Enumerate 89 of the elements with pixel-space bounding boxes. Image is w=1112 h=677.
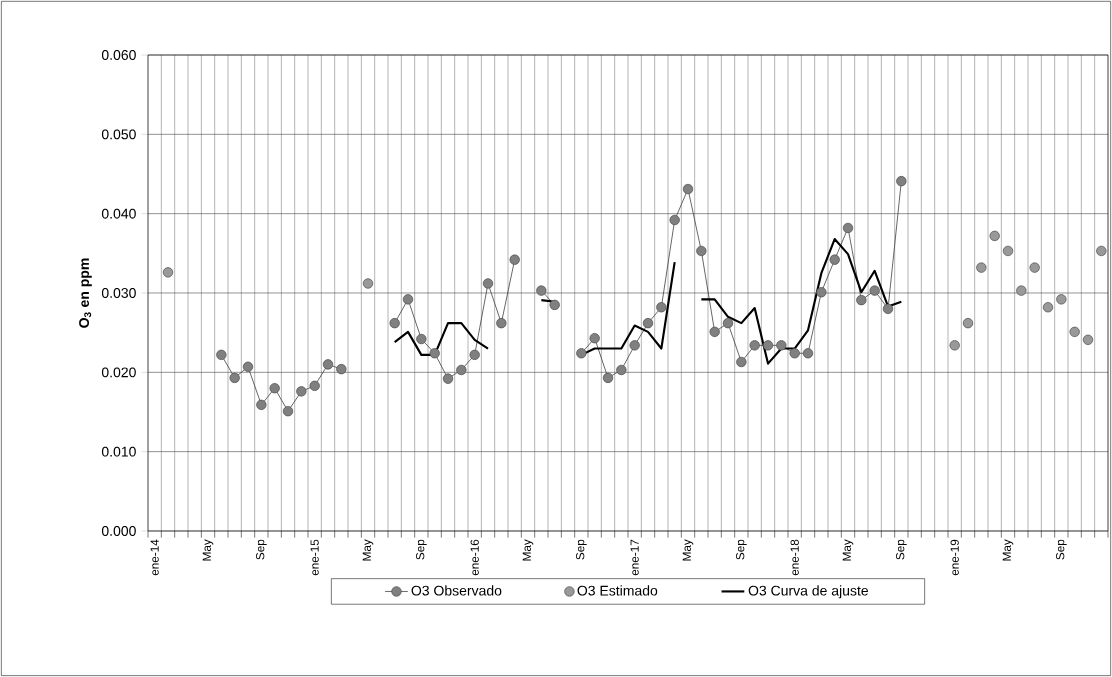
- point: [482, 278, 494, 289]
- y-tick-label: 0.010: [101, 446, 136, 457]
- point: [456, 364, 467, 376]
- point: [442, 373, 454, 384]
- point: [309, 380, 320, 391]
- point: [722, 318, 734, 329]
- x-tick-label: Sep: [736, 539, 747, 560]
- x-tick-label: May: [362, 539, 374, 561]
- point: [549, 299, 560, 311]
- point: [536, 285, 547, 296]
- point: [269, 383, 280, 394]
- point: [469, 349, 480, 361]
- x-tick-label: May: [682, 539, 694, 561]
- y-tick-label: 0.000: [101, 526, 136, 536]
- point: [709, 326, 720, 337]
- y-tick-label: 0.050: [101, 129, 136, 140]
- legend-label: O3 Observado: [411, 585, 502, 596]
- point: [242, 361, 254, 372]
- x-tick-label: Sep: [576, 539, 587, 560]
- x-tick-label: ene-19: [950, 539, 959, 576]
- point: [629, 340, 640, 351]
- x-tick-label: May: [522, 539, 534, 561]
- point: [896, 176, 907, 187]
- x-tick-label: ene-17: [630, 539, 639, 576]
- point: [789, 348, 800, 359]
- point: [282, 406, 294, 417]
- point: [749, 340, 760, 351]
- point: [429, 348, 440, 359]
- point: [1042, 302, 1054, 313]
- point: [682, 183, 694, 195]
- point: [656, 302, 667, 313]
- point: [842, 222, 854, 234]
- point: [256, 399, 267, 410]
- point: [1082, 334, 1094, 345]
- point: [882, 303, 894, 314]
- point: [216, 349, 227, 361]
- point: [696, 245, 707, 257]
- point: [589, 333, 600, 344]
- legend-label: O3 Estimado: [577, 585, 658, 596]
- point: [1029, 262, 1040, 273]
- point: [402, 294, 414, 305]
- x-tick-label: May: [842, 539, 854, 561]
- point: [869, 285, 880, 296]
- legend-label: O3 Curva de ajuste: [748, 585, 868, 599]
- point: [416, 333, 427, 345]
- x-tick-label: Sep: [256, 539, 267, 560]
- y-tick-label: 0.040: [101, 208, 136, 219]
- point: [229, 372, 240, 384]
- x-tick-label: Sep: [416, 539, 427, 560]
- point: [509, 254, 520, 265]
- x-tick-label: ene-18: [790, 539, 799, 576]
- x-tick-label: Sep: [1056, 539, 1067, 560]
- point: [576, 348, 587, 359]
- point: [802, 348, 814, 359]
- point: [949, 340, 960, 351]
- point: [296, 386, 307, 397]
- point: [362, 278, 374, 289]
- x-tick-label: Sep: [896, 539, 907, 560]
- point: [829, 254, 840, 265]
- x-tick-label: May: [1002, 539, 1014, 561]
- x-tick-label: ene-16: [470, 539, 479, 576]
- y-tick-label: 0.030: [101, 288, 136, 298]
- point: [616, 364, 627, 376]
- y-tick-label: 0.020: [101, 367, 136, 378]
- point: [496, 318, 507, 329]
- point: [1016, 285, 1027, 296]
- point: [602, 372, 614, 384]
- point: [162, 267, 174, 278]
- point: [389, 318, 400, 329]
- y-tick-label: 0.060: [101, 50, 136, 60]
- point: [322, 359, 334, 370]
- point: [762, 340, 774, 351]
- point: [816, 287, 827, 298]
- point: [642, 318, 654, 329]
- point: [856, 294, 867, 306]
- point: [962, 318, 974, 329]
- y-axis-title: O$_{3}$ en ppm: [79, 258, 92, 328]
- point: [1056, 294, 1067, 305]
- x-tick-label: May: [202, 539, 214, 561]
- x-tick-label: ene-14: [150, 539, 159, 576]
- point: [976, 262, 987, 273]
- point: [1069, 326, 1080, 337]
- point: [989, 230, 1000, 242]
- point: [336, 364, 347, 375]
- point: [776, 340, 787, 351]
- point: [736, 356, 747, 368]
- point: [1002, 245, 1014, 257]
- x-tick-label: ene-15: [310, 539, 319, 576]
- point: [669, 214, 680, 226]
